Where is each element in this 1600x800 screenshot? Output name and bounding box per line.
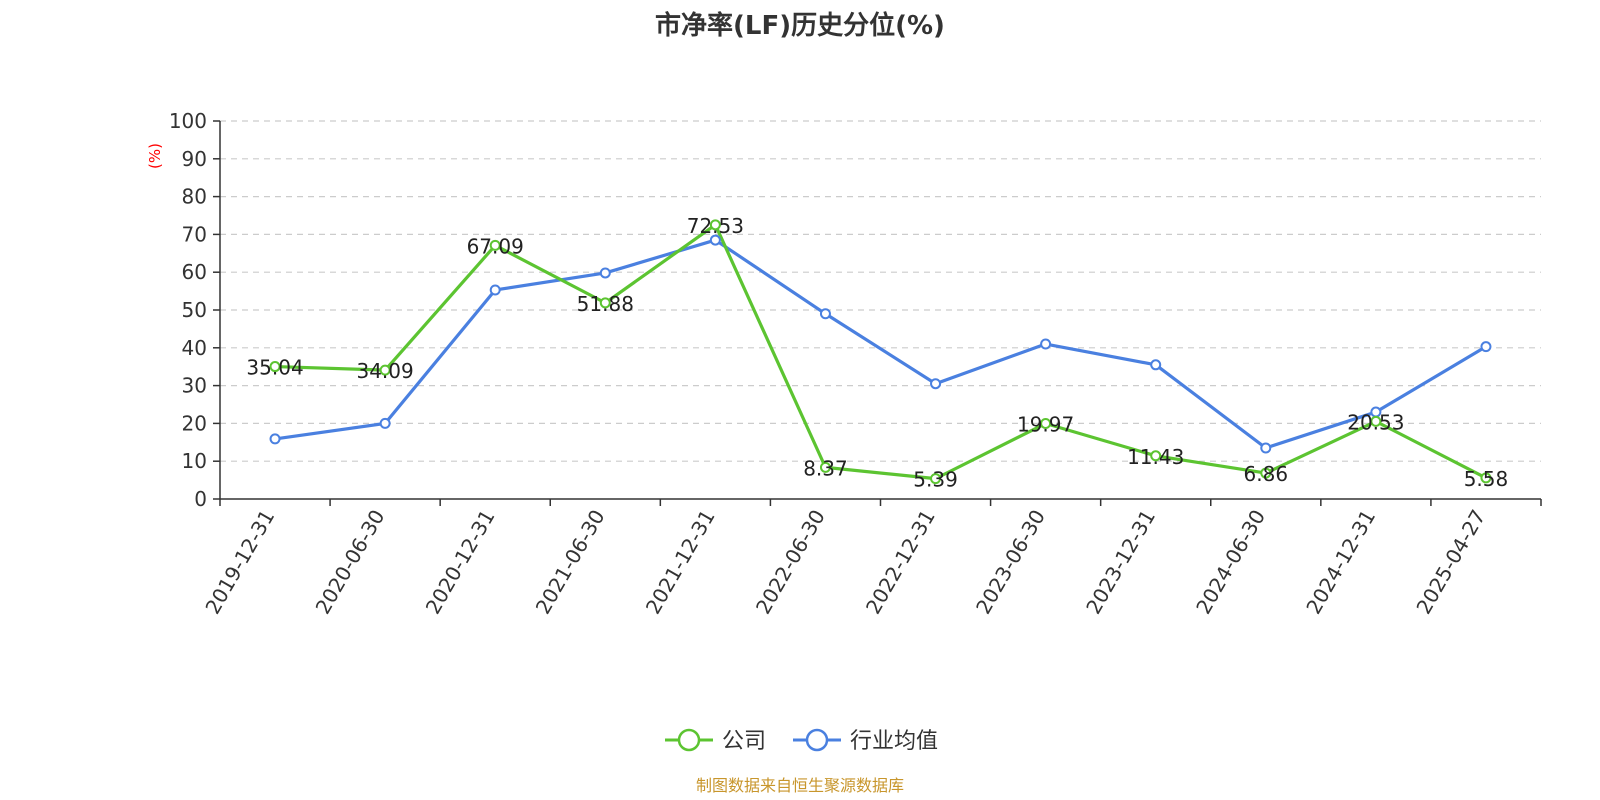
data-point — [709, 219, 721, 231]
series-line-0 — [273, 223, 1488, 481]
x-tick-label: 2022-12-31 — [861, 506, 940, 619]
legend-swatch-marker — [805, 728, 829, 752]
data-point — [269, 361, 281, 373]
legend-item-1[interactable]: 行业均值 — [793, 728, 938, 754]
y-tick-label: 10 — [182, 449, 207, 473]
y-tick-label: 30 — [182, 374, 207, 398]
x-tick-label: 2023-12-31 — [1081, 506, 1160, 619]
x-tick-label: 2020-12-31 — [421, 506, 500, 619]
data-point — [269, 433, 281, 445]
data-point — [1260, 467, 1272, 479]
data-point — [1150, 450, 1162, 462]
data-point — [1040, 418, 1052, 430]
y-tick-label: 100 — [169, 109, 207, 133]
legend-label: 公司 — [722, 729, 766, 754]
data-label: 72.53 — [687, 214, 744, 238]
legend[interactable]: 公司 行业均值 — [665, 728, 938, 754]
data-label: 5.39 — [913, 468, 958, 492]
legend-item-0[interactable]: 公司 — [665, 728, 766, 754]
data-label: 19.97 — [1017, 413, 1074, 437]
data-point — [819, 308, 831, 320]
y-tick-label: 20 — [182, 411, 207, 435]
y-tick-label: 80 — [182, 185, 207, 209]
data-point — [1480, 341, 1492, 353]
x-tick-label: 2021-06-30 — [531, 506, 610, 619]
y-tick-label: 60 — [182, 260, 207, 284]
y-tick-label: 90 — [182, 147, 207, 171]
y-tick-label: 70 — [182, 222, 207, 246]
x-tick-label: 2021-12-31 — [641, 506, 720, 619]
x-tick-label: 2024-12-31 — [1301, 506, 1380, 619]
series-line-1 — [273, 238, 1488, 450]
data-point — [1260, 442, 1272, 454]
data-point — [599, 267, 611, 279]
chart-title: 市净率(LF)历史分位(%) — [655, 10, 945, 41]
data-point — [1480, 472, 1492, 484]
x-tick-label: 2022-06-30 — [751, 506, 830, 619]
y-tick-labels: 0 10 20 30 40 50 60 70 80 90 100 — [169, 109, 207, 511]
data-point — [819, 461, 831, 473]
x-tick-label: 2023-06-30 — [971, 506, 1050, 619]
data-source-note: 制图数据来自恒生聚源数据库 — [696, 776, 904, 795]
x-tick-label: 2020-06-30 — [311, 506, 390, 619]
data-label: 67.09 — [467, 234, 524, 258]
data-label: 5.58 — [1464, 467, 1509, 491]
legend-label: 行业均值 — [850, 729, 938, 754]
data-point — [379, 417, 391, 429]
axes — [213, 120, 1542, 506]
series-group — [269, 219, 1492, 485]
x-tick-label: 2019-12-31 — [200, 506, 279, 619]
data-label: 51.88 — [577, 292, 634, 316]
y-tick-label: 0 — [194, 487, 207, 511]
x-tick-label: 2024-06-30 — [1191, 506, 1270, 619]
data-point — [1040, 338, 1052, 350]
x-tick-labels: 2019-12-31 2020-06-30 2020-12-31 2021-06-30… — [200, 506, 1490, 619]
data-point — [379, 364, 391, 376]
x-tick-label: 2025-04-27 — [1411, 506, 1490, 619]
y-tick-label: 40 — [182, 336, 207, 360]
data-point — [709, 234, 721, 246]
data-label: 8.37 — [803, 456, 848, 480]
y-tick-label: 50 — [182, 298, 207, 322]
data-point — [599, 297, 611, 309]
legend-swatch-marker — [677, 728, 701, 752]
data-label: 34.09 — [356, 359, 413, 383]
data-point — [930, 378, 942, 390]
data-point — [489, 239, 501, 251]
data-labels: 35.04 34.09 67.09 51.88 72.53 8.37 5.39 19.97 11… — [246, 214, 1508, 492]
y-axis-label: (%) — [146, 143, 164, 169]
data-label: 11.43 — [1127, 445, 1184, 469]
data-label: 35.04 — [246, 356, 303, 380]
data-point — [489, 284, 501, 296]
data-label: 6.86 — [1244, 462, 1289, 486]
data-point — [1150, 359, 1162, 371]
data-point — [930, 473, 942, 485]
data-label: 20.53 — [1347, 410, 1404, 434]
data-point — [1370, 415, 1382, 427]
grid-lines — [220, 120, 1541, 462]
